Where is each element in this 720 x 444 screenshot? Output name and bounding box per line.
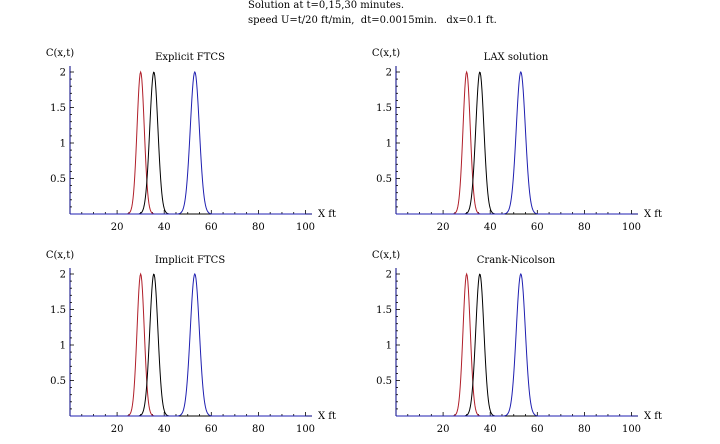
y-tick-label: 1	[60, 139, 66, 150]
x-tick-label: 20	[111, 222, 124, 233]
x-tick-label: 100	[622, 222, 641, 233]
header-line-1: Solution at t=0,15,30 minutes.	[248, 0, 405, 11]
y-tick-label: 1.5	[376, 103, 392, 114]
x-tick-label: 60	[205, 424, 218, 435]
panel-title: Implicit FTCS	[155, 255, 225, 266]
y-tick-label: 2	[386, 68, 392, 79]
x-tick-label: 80	[252, 222, 265, 233]
chart-panel-1: 20 40 60 80 100 0.5 1 1.5 2 X ft C(x,t) Explicit FT…	[46, 48, 336, 233]
x-tick-label: 60	[205, 222, 218, 233]
x-tick-label: 100	[296, 424, 315, 435]
y-axis-label: C(x,t)	[46, 48, 74, 59]
x-tick-label: 80	[578, 222, 591, 233]
y-axis-label: C(x,t)	[46, 250, 74, 261]
x-axis-label: X ft	[644, 411, 662, 422]
x-axis-label: X ft	[318, 209, 336, 220]
y-tick-label: 0.5	[50, 376, 66, 387]
y-tick-label: 1.5	[376, 305, 392, 316]
x-axis-label: X ft	[644, 209, 662, 220]
x-tick-label: 80	[252, 424, 265, 435]
x-tick-label: 60	[531, 424, 544, 435]
y-tick-label: 2	[60, 68, 66, 79]
panel-title: LAX solution	[484, 52, 549, 63]
panel-title: Explicit FTCS	[155, 52, 225, 63]
y-tick-label: 1	[386, 139, 392, 150]
x-tick-label: 40	[158, 424, 171, 435]
chart-panel-2: 20 40 60 80 100 0.5 1 1.5 2 X ft C(x,t) LAX solutio…	[372, 48, 662, 233]
chart-panel-4: 20 40 60 80 100 0.5 1 1.5 2 X ft C(x,t) Crank-Nicol…	[372, 250, 662, 435]
series-line-1	[396, 272, 632, 417]
y-tick-label: 2	[60, 270, 66, 281]
x-tick-label: 40	[484, 424, 497, 435]
y-tick-label: 0.5	[50, 174, 66, 185]
series-line-3	[70, 272, 306, 417]
series-line-1	[396, 70, 632, 215]
panel-title: Crank-Nicolson	[477, 255, 556, 266]
x-tick-label: 100	[622, 424, 641, 435]
x-tick-label: 40	[158, 222, 171, 233]
series-line-1	[70, 70, 306, 215]
y-tick-label: 2	[386, 270, 392, 281]
series-line-1	[70, 272, 306, 417]
x-tick-label: 20	[111, 424, 124, 435]
y-axis-label: C(x,t)	[372, 48, 400, 59]
x-tick-label: 100	[296, 222, 315, 233]
y-tick-label: 1.5	[50, 305, 66, 316]
series-line-2	[70, 71, 306, 215]
x-tick-label: 20	[437, 424, 450, 435]
series-line-3	[70, 70, 306, 215]
series-line-2	[70, 273, 306, 417]
series-line-2	[396, 273, 632, 417]
header-line-2: speed U=t/20 ft/min, dt=0.0015min. dx=0.…	[248, 15, 497, 26]
x-tick-label: 40	[484, 222, 497, 233]
y-tick-label: 1.5	[50, 103, 66, 114]
series-line-2	[396, 71, 632, 215]
y-tick-label: 1	[60, 341, 66, 352]
y-axis-label: C(x,t)	[372, 250, 400, 261]
series-line-3	[396, 272, 632, 417]
x-tick-label: 20	[437, 222, 450, 233]
y-tick-label: 0.5	[376, 376, 392, 387]
y-tick-label: 1	[386, 341, 392, 352]
x-axis-label: X ft	[318, 411, 336, 422]
x-tick-label: 80	[578, 424, 591, 435]
chart-panel-3: 20 40 60 80 100 0.5 1 1.5 2 X ft C(x,t) Implicit FT…	[46, 250, 336, 435]
series-line-3	[396, 70, 632, 215]
x-tick-label: 60	[531, 222, 544, 233]
y-tick-label: 0.5	[376, 174, 392, 185]
